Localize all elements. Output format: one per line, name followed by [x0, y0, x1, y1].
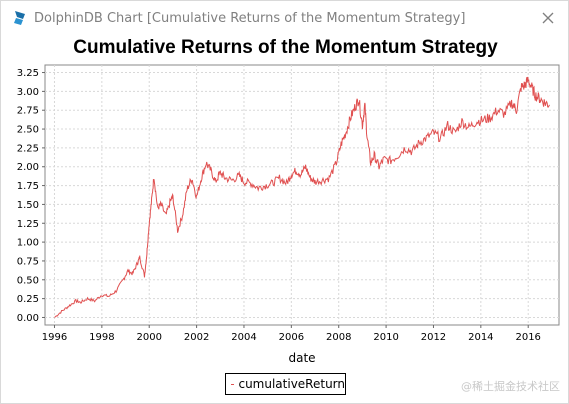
window-title: DolphinDB Chart [Cumulative Returns of t…	[34, 11, 466, 26]
x-tick-label: 2010	[373, 332, 398, 343]
legend-swatch	[231, 383, 235, 385]
y-tick-label: 0.25	[17, 294, 39, 305]
x-tick-label: 2008	[326, 332, 351, 343]
series-line-cumulativeReturn	[54, 76, 550, 318]
y-tick-label: 2.50	[17, 125, 39, 136]
plot-area	[44, 64, 560, 326]
y-tick-label: 1.75	[17, 181, 39, 192]
y-tick-label: 0.75	[17, 256, 39, 267]
y-tick-label: 3.25	[17, 68, 39, 79]
x-tick-label: 2000	[136, 332, 161, 343]
chart-title: Cumulative Returns of the Momentum Strat…	[73, 37, 498, 58]
x-tick-label: 2002	[184, 332, 209, 343]
y-tick-label: 0.00	[17, 313, 39, 324]
x-tick-label: 2016	[515, 332, 540, 343]
legend-label: cumulativeReturn	[238, 377, 345, 391]
dolphindb-logo-icon	[14, 11, 25, 25]
x-tick-label: 1998	[89, 332, 114, 343]
y-tick-label: 0.50	[17, 275, 39, 286]
close-icon[interactable]	[540, 10, 556, 26]
y-tick-label: 2.25	[17, 143, 39, 154]
title-bar[interactable]: DolphinDB Chart [Cumulative Returns of t…	[1, 1, 568, 35]
watermark: @稀土掘金技术社区	[461, 380, 560, 393]
x-tick-label: 2012	[421, 332, 446, 343]
x-tick-label: 2014	[468, 332, 493, 343]
x-tick-label: 2004	[231, 332, 256, 343]
y-tick-label: 2.00	[17, 162, 39, 173]
y-tick-label: 1.00	[17, 238, 39, 249]
y-tick-label: 2.75	[17, 106, 39, 117]
y-tick-label: 3.00	[17, 87, 39, 98]
line-chart: 0.00 0.25 0.50 0.75 1.00 1.25 1.50 1.75 2.00 2.25…	[17, 64, 560, 365]
x-axis-label: date	[288, 351, 315, 365]
y-tick-label: 1.50	[17, 200, 39, 211]
x-tick-label: 1996	[42, 332, 67, 343]
y-tick-label: 1.25	[17, 219, 39, 230]
x-tick-label: 2006	[279, 332, 304, 343]
legend: cumulativeReturn	[225, 373, 346, 395]
